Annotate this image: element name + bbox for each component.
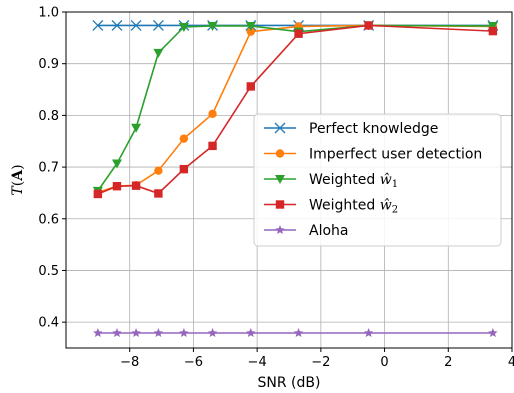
legend-label-math: ŵ: [380, 198, 392, 214]
series-point: [245, 21, 256, 31]
series-point: [363, 328, 374, 338]
series-point: [207, 21, 218, 31]
series-point: [179, 328, 189, 338]
legend-item: Aloha: [264, 223, 348, 239]
legend-label-sub: 1: [392, 179, 398, 190]
legend-label-math: ŵ: [380, 172, 392, 188]
series-point: [154, 189, 163, 198]
series-point: [207, 328, 218, 338]
x-tick-label: −6: [184, 355, 203, 370]
series-point: [293, 328, 304, 338]
series-point: [364, 21, 373, 30]
legend-item: Weighted ŵ1: [264, 172, 398, 190]
x-tick-label: 2: [444, 355, 452, 370]
y-axis-label: T(A): [10, 164, 26, 195]
series-point: [111, 159, 122, 169]
legend-swatch-marker: [274, 122, 286, 134]
y-tick-label: 0.9: [38, 57, 59, 72]
series-point: [179, 134, 189, 143]
y-tick-label: 0.6: [38, 212, 59, 227]
legend-label: Aloha: [309, 223, 348, 239]
legend-swatch-marker: [275, 149, 285, 158]
series-point: [112, 328, 122, 338]
y-tick-label: 1.0: [38, 6, 59, 21]
y-tick-label: 0.5: [38, 264, 59, 279]
series-point: [153, 328, 164, 338]
series-point: [208, 141, 217, 151]
series-point: [246, 82, 255, 91]
x-tick-label: −2: [311, 355, 330, 370]
series-point: [246, 328, 256, 338]
legend-box: [253, 113, 502, 247]
series-point: [131, 123, 142, 133]
legend-label-text: Weighted: [309, 198, 380, 214]
series-point: [92, 19, 104, 31]
legend-item: Weighted ŵ2: [264, 198, 398, 216]
series-point: [487, 21, 498, 31]
legend-swatch-marker: [275, 200, 285, 209]
y-axis-label-arg: A: [10, 169, 26, 182]
x-tick-label: −4: [248, 355, 267, 370]
series-point: [179, 164, 189, 174]
series-point: [93, 189, 103, 199]
x-tick-label: −8: [120, 355, 139, 370]
series-line: [97, 24, 493, 192]
series-point: [111, 19, 123, 31]
legend-label-text: Aloha: [309, 223, 348, 239]
series-point: [130, 19, 142, 31]
legend-label-text: Imperfect user detection: [309, 147, 482, 163]
y-axis-label-text: T(A): [10, 164, 26, 195]
series-point: [246, 27, 255, 36]
legend-label-text: Weighted: [309, 172, 380, 188]
legend-label: Weighted ŵ2: [309, 198, 398, 216]
legend-item: Perfect knowledge: [264, 121, 438, 137]
series-point: [208, 109, 217, 119]
legend-label-sub: 2: [392, 205, 398, 216]
y-tick-label: 0.7: [38, 161, 59, 176]
plot-frame: [65, 11, 513, 349]
y-axis-label-close: ): [10, 164, 26, 169]
legend-item: Imperfect user detection: [264, 147, 482, 163]
series-point: [488, 328, 498, 338]
legend: Perfect knowledge Imperfect user detectio…: [253, 113, 502, 247]
series-point: [131, 328, 141, 338]
x-tick-label: 0: [380, 355, 388, 370]
series-point: [154, 166, 163, 175]
series-line: [97, 24, 493, 195]
legend-label-text: Perfect knowledge: [309, 121, 438, 137]
series-point: [294, 29, 303, 38]
y-axis-label-var: T: [10, 185, 26, 196]
legend-label: Weighted ŵ1: [309, 172, 398, 190]
series-point: [131, 181, 141, 190]
legend-label: Imperfect user detection: [309, 147, 482, 163]
y-tick-label: 0.4: [38, 316, 59, 331]
y-tick-label: 0.8: [38, 109, 59, 124]
series-point: [488, 26, 498, 36]
series-point: [112, 182, 122, 191]
series-4: [93, 328, 498, 338]
legend-label: Perfect knowledge: [309, 121, 438, 137]
series-point: [152, 19, 164, 31]
x-tick-label: 4: [508, 355, 514, 370]
legend-swatch-marker: [275, 225, 285, 235]
legend-swatch-marker: [275, 175, 285, 184]
series-point: [178, 22, 189, 32]
series-point: [153, 48, 164, 58]
axis-ticks: −8 −6 −4 −2 0 2 4 0.4 0.5 0.6 0.7 0.8 0.9 1.0: [38, 6, 514, 371]
series-point: [93, 328, 103, 338]
x-axis-label: SNR (dB): [258, 375, 321, 391]
y-axis-label-open: (: [10, 181, 26, 186]
series-layer: [92, 19, 499, 338]
series-3: [93, 21, 498, 199]
